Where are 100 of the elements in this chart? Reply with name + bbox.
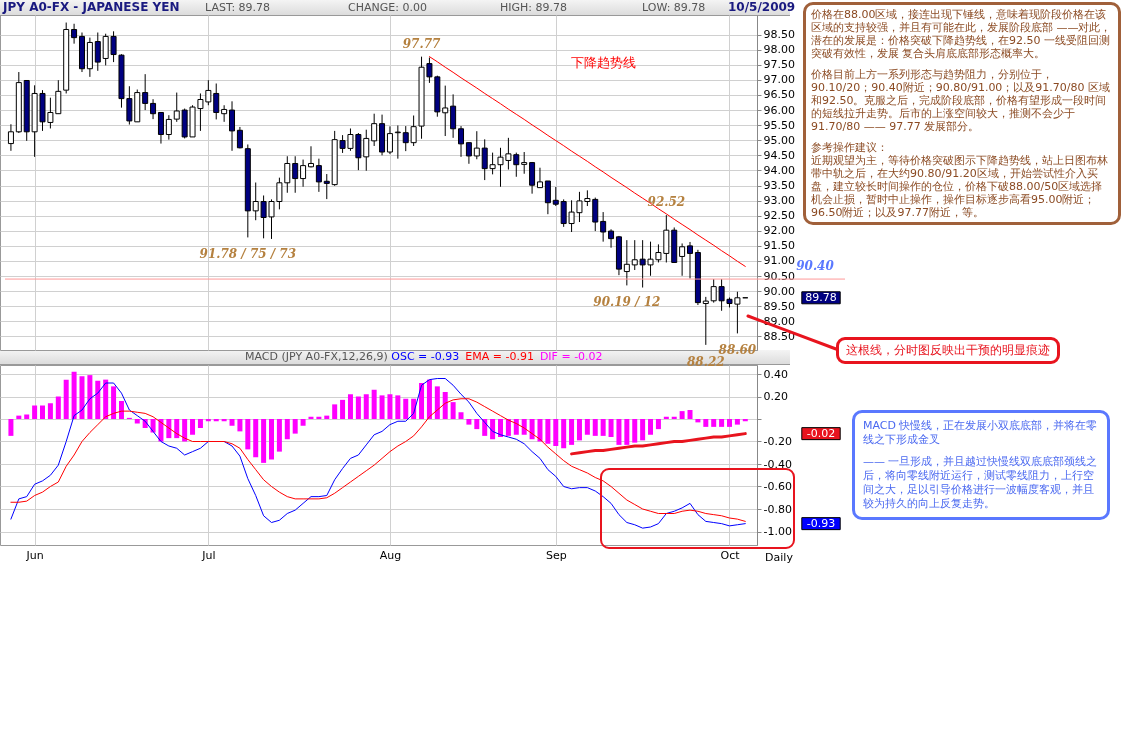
y-tick-label: 97.00: [763, 73, 795, 87]
bar: [742, 419, 748, 422]
bar: [118, 401, 124, 419]
annotation: 90.19 / 12: [593, 295, 661, 310]
bar: [505, 419, 511, 436]
candlestick: [442, 85, 449, 137]
bar: [521, 419, 527, 435]
candlestick: [292, 155, 299, 194]
bar: [190, 419, 196, 435]
text: HIGH: 89.78: [500, 1, 568, 14]
bar: [419, 383, 425, 419]
bar: [237, 419, 243, 432]
ref-line-label: 90.40: [796, 259, 835, 274]
bar: [561, 419, 567, 449]
bar: [63, 379, 69, 419]
text: LOW: 89.78: [642, 1, 706, 14]
bar: [229, 419, 235, 426]
candlestick: [71, 23, 78, 45]
candlestick: [544, 180, 551, 215]
bar: [371, 389, 377, 419]
bar: [553, 419, 559, 446]
y-tick-label: 0.20: [763, 390, 788, 403]
bar: [340, 399, 346, 419]
annotation: 91.78 / 75 / 73: [199, 247, 297, 262]
candlestick: [142, 73, 149, 111]
bar: [197, 419, 203, 428]
y-tick-label: -0.20: [763, 435, 792, 448]
text: —— 一旦形成，并且越过快慢线双底底部颈线之后，将向零线附近运行，测试零线阻力，上行空间之大，足以引导价格进行一波幅度客观，并且较为持久的向上反复走势。: [863, 455, 1099, 511]
x-tick-label: Sep: [545, 548, 567, 562]
text: MACD 快慢线，正在发展小双底底部，并将在零线之下形成金叉: [863, 419, 1099, 447]
bar: [245, 419, 251, 450]
y-tick-label: 96.50: [763, 88, 795, 102]
bar: [111, 386, 117, 419]
text: 价格目前上方一系列形态与趋势阻力，分别位于，90.10/20；90.40附近；90.80/91.00；以及91.70/80 区域和92.50。克服之后，完成阶段底部，价格有望形成一段时间的短线拉升走势。后市的上涨空间较大，推测不会少于91.70/80 —— 97.77 发展部分。: [811, 68, 1112, 133]
bar: [529, 419, 535, 440]
y-tick-label: 90.00: [763, 284, 795, 298]
line-series: [10, 398, 746, 522]
bar: [395, 395, 401, 419]
candlestick: [679, 242, 686, 277]
bar: [221, 419, 227, 422]
bar: [434, 386, 440, 419]
bar: [450, 402, 456, 419]
bar: [253, 419, 259, 458]
y-tick-label: 88.50: [763, 329, 795, 343]
bar: [284, 419, 290, 440]
bar: [308, 416, 314, 419]
bar: [300, 419, 306, 426]
x-tick-label: Jun: [25, 548, 44, 562]
candlestick: [623, 239, 630, 286]
candlestick: [157, 111, 164, 145]
bar: [616, 419, 622, 445]
bar: [403, 398, 409, 419]
candlestick: [394, 124, 401, 160]
bar: [213, 419, 219, 422]
y-tick-label: -0.40: [763, 457, 792, 471]
bar: [576, 419, 582, 441]
text: LAST: 89.78: [205, 1, 271, 14]
bar: [513, 419, 519, 435]
bar: [292, 419, 298, 434]
candlestick: [600, 211, 607, 243]
candlestick: [529, 161, 536, 195]
bar: [276, 419, 282, 452]
y-tick-label: 92.50: [763, 209, 795, 223]
y-tick-label: 89.50: [763, 299, 795, 313]
y-tick-label: 95.50: [763, 118, 795, 132]
y-tick-label: 94.00: [763, 163, 795, 177]
candlestick: [165, 114, 172, 141]
bar: [624, 419, 630, 445]
series-label: OSC = -0.93: [391, 350, 460, 363]
y-tick-label: 92.00: [763, 224, 795, 238]
y-tick-label: 95.00: [763, 133, 795, 147]
bar: [40, 405, 46, 419]
y-tick-label: -0.60: [763, 480, 792, 493]
bar: [166, 419, 172, 439]
y-tick-label: 90.50: [763, 269, 795, 283]
bar: [584, 419, 590, 435]
bar: [182, 419, 188, 442]
text: CHANGE: 0.00: [348, 1, 427, 14]
annotation: 88.22: [687, 354, 725, 369]
bar: [466, 419, 472, 425]
bar: [632, 419, 638, 443]
bar: [687, 410, 693, 419]
candlestick: [371, 113, 378, 147]
line-series: [570, 432, 747, 456]
y-tick-label: 93.50: [763, 179, 795, 193]
y-tick-label: 91.50: [763, 239, 795, 253]
candlestick: [221, 104, 228, 123]
bar: [442, 392, 448, 419]
bar: [545, 419, 551, 444]
line-series: [10, 378, 746, 529]
bar: [363, 394, 369, 419]
candlestick: [702, 296, 709, 346]
line-series: [428, 56, 746, 267]
bar: [648, 419, 654, 435]
text: Daily: [765, 551, 794, 564]
bar: [261, 419, 267, 463]
bar: [640, 419, 646, 441]
y-tick-label: 94.50: [763, 148, 795, 162]
bar: [47, 403, 53, 419]
bar: [727, 419, 732, 427]
